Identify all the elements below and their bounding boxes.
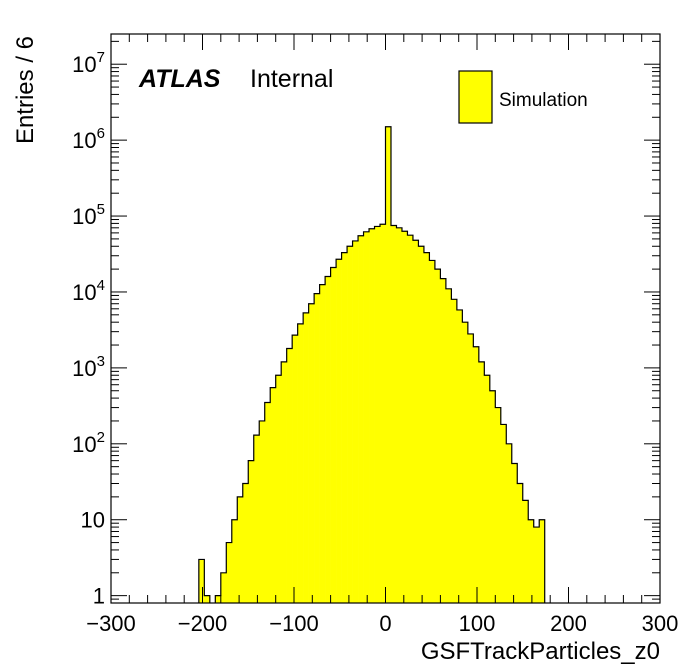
histogram-bar (517, 483, 524, 603)
x-tick-label: −300 (86, 611, 136, 636)
histogram-bar (253, 435, 260, 603)
histogram-bar (434, 269, 441, 603)
histogram-bar (511, 463, 518, 603)
histogram-bar (248, 460, 255, 603)
histogram-bar (506, 443, 513, 603)
legend: Simulation (458, 70, 588, 124)
histogram-bar (242, 483, 249, 603)
histogram-bar (489, 390, 496, 603)
histogram-outline (198, 126, 546, 603)
y-tick-label: 1 (93, 584, 105, 609)
y-tick-label: 104 (72, 277, 105, 305)
histogram-bar (226, 542, 233, 603)
histogram-bar (358, 235, 364, 603)
histogram-bar (330, 267, 337, 603)
histogram-bar (314, 293, 320, 603)
histogram-bar (407, 235, 414, 604)
histogram-bar (231, 519, 238, 603)
histogram-bar (445, 288, 452, 603)
histogram-bar (473, 346, 480, 603)
histogram-bar (440, 278, 447, 603)
y-tick-label: 102 (72, 429, 105, 457)
histogram-bar (363, 231, 370, 603)
x-tick-labels: −300 −200 −100 0 100 200 300 (86, 611, 678, 636)
y-tick-labels: 1 10 102 103 104 105 106 107 (72, 49, 105, 608)
y-tick-label: 105 (72, 201, 105, 229)
histogram-bar (418, 246, 425, 603)
histogram-bar (297, 323, 304, 603)
x-tick-label: −100 (269, 611, 319, 636)
legend-label-simulation: Simulation (499, 90, 588, 111)
histogram-bar (500, 424, 507, 603)
histogram-bar (204, 595, 211, 603)
histogram-bar (341, 252, 348, 603)
histogram-bar (281, 361, 287, 603)
histogram-bar (264, 402, 271, 603)
axis-ticks (110, 34, 661, 604)
histogram-bar (286, 348, 293, 603)
histogram-bar (319, 284, 326, 603)
status-label: Internal (250, 65, 333, 93)
histogram-bar (401, 231, 408, 603)
histogram-bar (380, 224, 386, 604)
histogram-bar (462, 322, 469, 603)
histogram-bar (495, 407, 502, 603)
y-tick-label: 106 (72, 125, 105, 153)
histogram-bar (396, 227, 403, 603)
histogram-bar (423, 252, 430, 603)
histogram-bar (456, 309, 463, 603)
histogram-bar (336, 259, 342, 603)
histogram-bar (347, 246, 353, 603)
y-axis-label: Entries / 6 (12, 36, 39, 144)
histogram-bar (467, 333, 474, 603)
x-tick-label: 100 (459, 611, 496, 636)
histogram-bar (308, 303, 315, 603)
histogram-bar (390, 225, 397, 603)
x-tick-label: 200 (550, 611, 587, 636)
histogram-bar (533, 527, 540, 603)
histogram-bar (303, 312, 309, 603)
histogram-bar (478, 361, 485, 603)
histogram-bar (270, 387, 276, 603)
histogram-bar (451, 299, 458, 603)
histogram-bar (539, 519, 546, 603)
legend-swatch (458, 70, 493, 124)
y-tick-label: 103 (72, 353, 105, 381)
x-tick-label: 0 (379, 611, 391, 636)
histogram-bar (528, 519, 535, 603)
x-tick-label: −200 (178, 611, 228, 636)
histogram-bar (292, 335, 298, 603)
histogram-bar (259, 420, 266, 603)
histogram-bars (198, 126, 546, 604)
x-axis-label: GSFTrackParticles_z0 (421, 638, 660, 665)
x-tick-label: 300 (642, 611, 679, 636)
histogram-bar (522, 500, 529, 603)
histogram-bar (412, 240, 419, 603)
y-tick-label: 107 (72, 49, 105, 77)
histogram-bar (275, 375, 282, 603)
histogram-bar (220, 572, 227, 603)
histogram-bar (429, 260, 436, 603)
histogram-bar (484, 375, 491, 603)
histogram-bar (198, 559, 205, 603)
histogram-bar (374, 226, 381, 603)
histogram-bar (325, 276, 331, 603)
histogram-bar (237, 496, 244, 603)
histogram-bar (369, 228, 375, 603)
histogram-bar (385, 126, 392, 603)
histogram-bar (215, 595, 222, 603)
y-tick-label: 10 (81, 508, 105, 533)
experiment-label: ATLAS (138, 65, 221, 93)
histogram-bar (352, 240, 359, 603)
